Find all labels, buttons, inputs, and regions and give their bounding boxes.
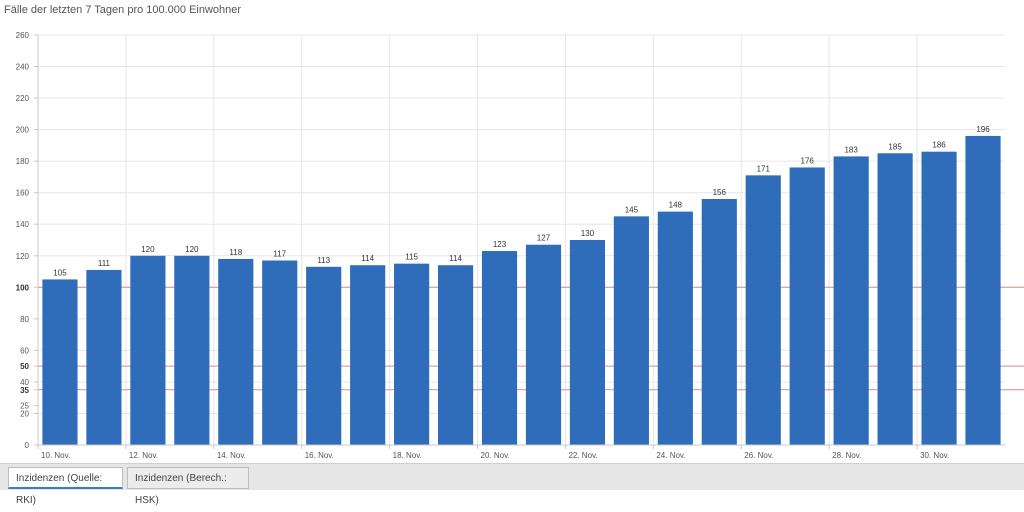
labels: 105 111 120 120 118 117 113 114 115 114 123 127 130 1… [16, 31, 991, 460]
bar [218, 258, 254, 445]
x-tick-label: 28. Nov. [832, 451, 861, 460]
bar-value-label: 145 [625, 205, 639, 214]
bar [569, 240, 606, 445]
bar [657, 211, 693, 445]
bar [701, 199, 737, 445]
bar-value-label: 148 [669, 201, 683, 210]
bar [525, 244, 562, 445]
x-tick-label: 22. Nov. [568, 451, 597, 460]
bar-value-label: 120 [141, 245, 155, 254]
bar [833, 156, 869, 445]
bar-value-label: 127 [537, 234, 551, 243]
bar [613, 216, 649, 445]
bar-value-label: 115 [405, 253, 418, 262]
x-tick-label: 18. Nov. [393, 451, 422, 460]
bar-value-label: 185 [888, 142, 902, 151]
tab-inzidenzen-hsk[interactable]: Inzidenzen (Berech.: HSK) [127, 467, 249, 506]
bar [350, 265, 386, 445]
bar [437, 265, 474, 445]
y-tick-label: 50 [20, 362, 29, 371]
y-tick-label: 100 [16, 283, 30, 292]
bar [481, 251, 518, 445]
y-tick-label: 80 [20, 315, 29, 324]
bar-value-label: 120 [185, 245, 199, 254]
chart-title: Fälle der letzten 7 Tagen pro 100.000 Ei… [4, 4, 242, 16]
bar [86, 269, 122, 445]
bar-value-label: 196 [976, 125, 990, 134]
y-tick-label: 35 [20, 386, 29, 395]
bar [262, 260, 298, 445]
bar [130, 255, 166, 445]
bar-value-label: 171 [757, 164, 771, 173]
y-tick-label: 220 [16, 94, 30, 103]
bar-value-label: 111 [98, 259, 111, 268]
y-tick-label: 180 [16, 157, 30, 166]
bar [306, 266, 342, 445]
x-tick-label: 26. Nov. [744, 451, 773, 460]
bar [965, 135, 1001, 445]
x-tick-label: 24. Nov. [656, 451, 685, 460]
x-tick-label: 30. Nov. [920, 451, 949, 460]
y-tick-label: 20 [20, 409, 29, 418]
y-tick-label: 40 [20, 378, 29, 387]
bar-value-label: 130 [581, 229, 595, 238]
x-tick-label: 12. Nov. [129, 451, 158, 460]
bar-value-label: 183 [844, 145, 858, 154]
grid-lines [37, 34, 1005, 446]
tab-inzidenzen-rki[interactable]: Inzidenzen (Quelle: RKI) [8, 467, 123, 506]
bar [789, 167, 825, 445]
bar-value-label: 156 [713, 188, 727, 197]
y-tick-label: 200 [16, 126, 30, 135]
bar-value-label: 114 [449, 254, 462, 263]
bar [394, 263, 430, 445]
incidence-bar-chart: 105 111 120 120 118 117 113 114 115 114 123 127 130 1… [16, 31, 1024, 460]
bar-value-label: 113 [317, 256, 330, 265]
y-tick-label: 240 [16, 63, 30, 72]
bar-value-label: 118 [229, 248, 242, 257]
bar-value-label: 114 [361, 254, 374, 263]
x-tick-label: 10. Nov. [41, 451, 70, 460]
bar-value-label: 176 [801, 156, 815, 165]
y-tick-label: 60 [20, 346, 29, 355]
bar [921, 151, 957, 445]
y-tick-label: 0 [25, 441, 30, 450]
x-tick-label: 14. Nov. [217, 451, 246, 460]
bar [42, 279, 78, 445]
tab-bar: Inzidenzen (Quelle: RKI) Inzidenzen (Ber… [0, 463, 1024, 506]
x-tick-label: 20. Nov. [481, 451, 510, 460]
bar [877, 153, 913, 445]
y-tick-label: 25 [20, 402, 29, 411]
bar-value-label: 105 [53, 268, 67, 277]
x-tick-label: 16. Nov. [305, 451, 334, 460]
bar-value-label: 123 [493, 240, 507, 249]
y-tick-label: 120 [16, 252, 30, 261]
bar [745, 175, 781, 445]
bar-value-label: 186 [932, 141, 946, 150]
y-tick-label: 140 [16, 220, 30, 229]
y-tick-label: 260 [16, 31, 30, 40]
bar-value-label: 117 [273, 250, 286, 259]
bar [174, 255, 210, 445]
axes [34, 34, 1005, 449]
bars [42, 135, 1001, 445]
y-tick-label: 160 [16, 189, 30, 198]
